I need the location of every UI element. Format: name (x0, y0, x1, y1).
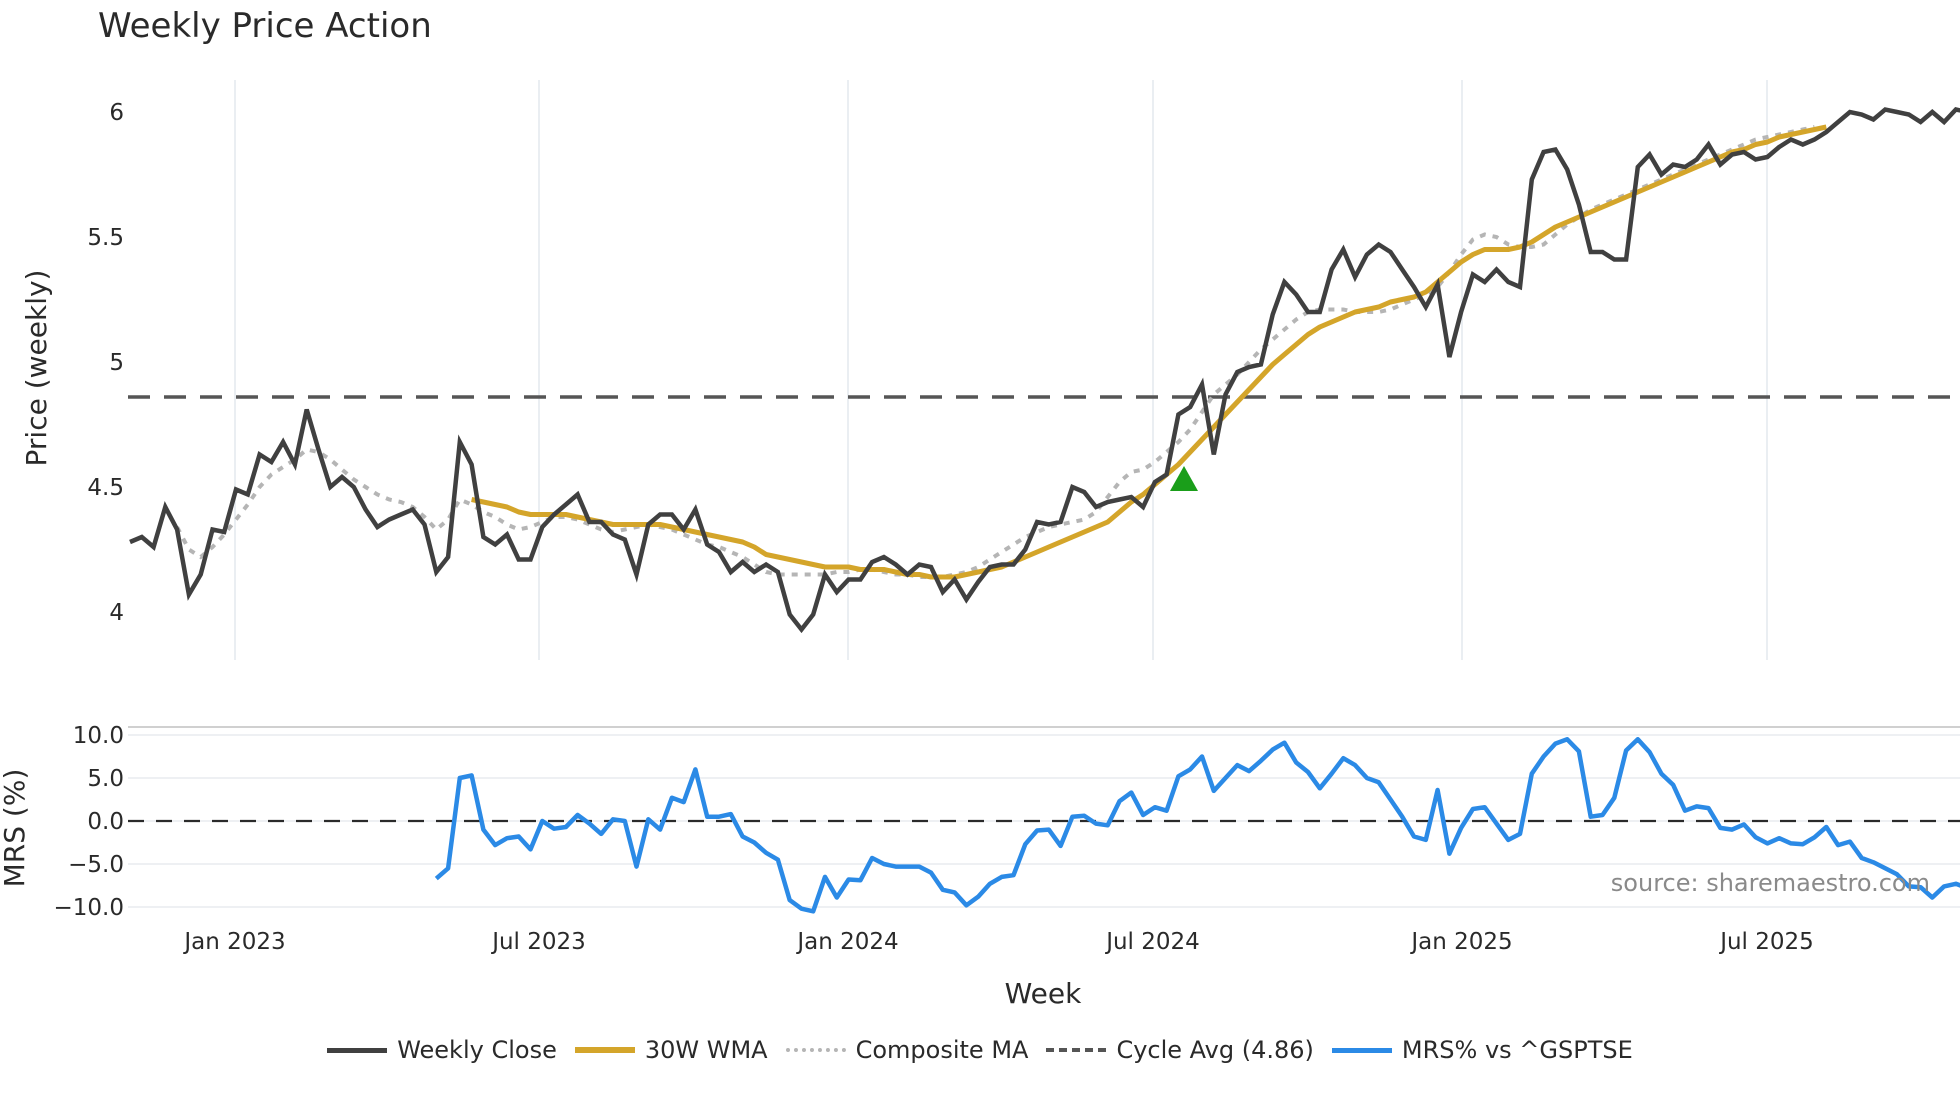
price-y-axis-label: Price (weekly) (20, 270, 53, 467)
legend-swatch-mrs (1331, 1047, 1392, 1053)
price-y-tick-label: 6 (109, 100, 124, 126)
price-y-tick-label: 5 (109, 350, 124, 376)
legend-label: Weekly Close (397, 1036, 557, 1064)
x-tick-label: Jul 2023 (490, 929, 586, 955)
legend-label: Composite MA (855, 1036, 1029, 1064)
mrs-y-tick-label: 10.0 (73, 723, 124, 749)
mrs-y-tick-label: −10.0 (54, 895, 124, 921)
mrs-line (434, 737, 1960, 914)
legend-swatch-cycle-avg (1046, 1048, 1107, 1052)
x-axis-ticks: Jan 2023 Jul 2023 Jan 2024 Jul 2024 Jan 2025… (182, 929, 1813, 955)
legend-swatch-weekly-close (327, 1047, 388, 1053)
legend-item-30w-wma[interactable]: 30W WMA (574, 1036, 768, 1064)
x-tick-label: Jan 2025 (1409, 929, 1512, 955)
mrs-y-tick-label: 0.0 (87, 809, 124, 835)
mrs-y-tick-label: −5.0 (68, 852, 124, 878)
x-tick-label: Jan 2024 (795, 929, 898, 955)
x-tick-label: Jan 2023 (182, 929, 285, 955)
legend-item-cycle-avg[interactable]: Cycle Avg (4.86) (1046, 1036, 1314, 1064)
source-annotation: source: sharemaestro.com (1611, 869, 1930, 897)
legend-item-mrs[interactable]: MRS% vs ^GSPTSE (1331, 1036, 1633, 1064)
x-tick-label: Jul 2025 (1718, 929, 1814, 955)
price-y-tick-label: 4.5 (87, 475, 124, 501)
price-y-tick-label: 5.5 (87, 225, 124, 251)
mrs-y-ticks: 10.0 5.0 0.0 −5.0 −10.0 (54, 723, 124, 921)
mrs-y-axis-label: MRS (%) (0, 769, 31, 888)
buy-signal-triangle-icon (1170, 466, 1198, 491)
price-y-tick-label: 4 (109, 600, 124, 626)
vertical-gridlines (234, 80, 1768, 660)
x-axis-label: Week (1005, 977, 1082, 1010)
legend-swatch-30w-wma (574, 1047, 635, 1053)
legend-label: 30W WMA (644, 1036, 768, 1064)
composite-ma-line (175, 125, 1815, 579)
legend-swatch-composite-ma (785, 1048, 846, 1052)
legend-label: Cycle Avg (4.86) (1116, 1036, 1314, 1064)
legend: Weekly Close 30W WMA Composite MA Cycle … (0, 1036, 1960, 1064)
legend-label: MRS% vs ^GSPTSE (1401, 1036, 1633, 1064)
legend-item-weekly-close[interactable]: Weekly Close (327, 1036, 557, 1064)
price-y-ticks: 6 5.5 5 4.5 4 (87, 100, 124, 626)
legend-item-composite-ma[interactable]: Composite MA (785, 1036, 1029, 1064)
weekly-close-line (129, 107, 1960, 634)
chart-title: Weekly Price Action (98, 6, 432, 46)
mrs-y-tick-label: 5.0 (87, 766, 124, 792)
x-tick-label: Jul 2024 (1104, 929, 1200, 955)
